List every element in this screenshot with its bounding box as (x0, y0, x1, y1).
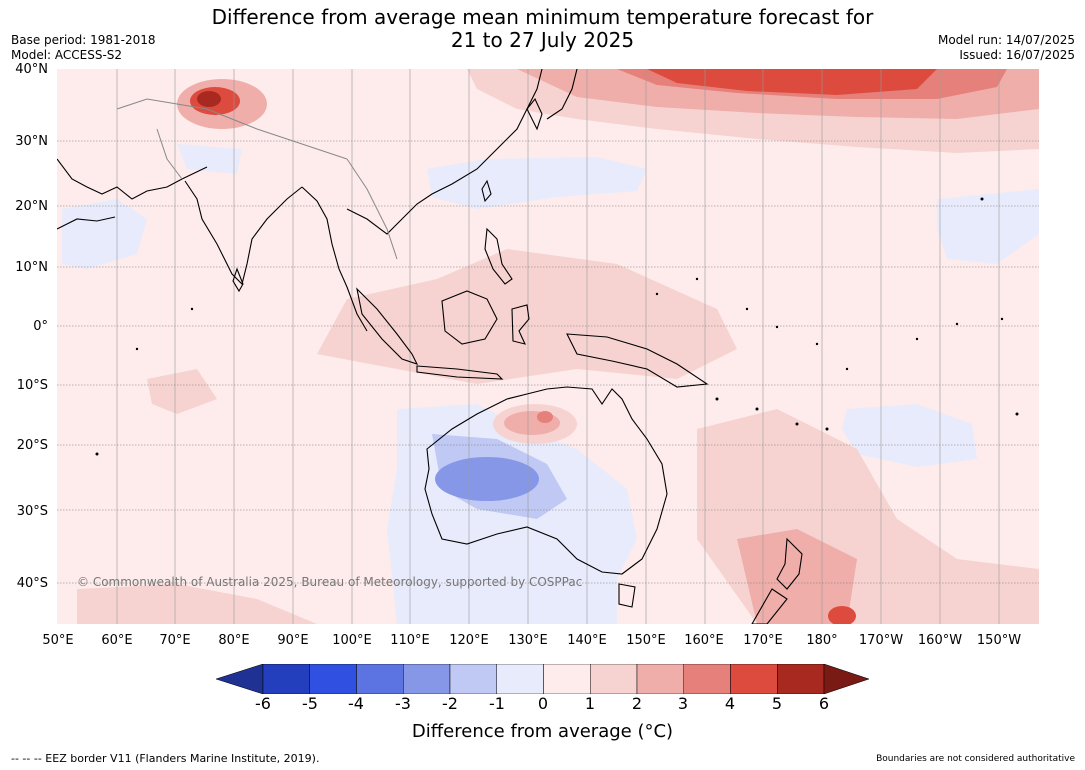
colorbar-swatch (403, 664, 451, 694)
lon-label-140e: 140°E (567, 633, 607, 648)
model-name: Model: ACCESS-S2 (11, 48, 123, 62)
graticule (116, 69, 1000, 624)
colorbar-swatch (449, 664, 497, 694)
lat-label-10n: 10°N (15, 260, 48, 275)
anomaly-cool-central-pacific (937, 189, 1039, 264)
lat-label-0: 0° (33, 319, 48, 334)
lon-label-70e: 70°E (159, 633, 191, 648)
lon-label-60e: 60°E (101, 633, 133, 648)
lon-label-50e: 50°E (42, 633, 74, 648)
lon-label-160e: 160°E (684, 633, 724, 648)
lon-label-100e: 100°E (332, 633, 372, 648)
map-title-line1: Difference from average mean minimum tem… (211, 5, 874, 29)
colorbar (216, 664, 870, 694)
colorbar-swatch (309, 664, 357, 694)
colorbar-tick-neg4: -4 (348, 694, 364, 713)
colorbar-tick-neg6: -6 (255, 694, 271, 713)
colorbar-tick-1: 1 (584, 694, 596, 713)
lat-label-20n: 20°N (15, 199, 48, 214)
lon-label-130e: 130°E (508, 633, 548, 648)
colorbar-swatch (590, 664, 638, 694)
lat-label-20s: 20°S (16, 438, 48, 453)
map-title-line2: 21 to 27 July 2025 (450, 28, 635, 52)
colorbar-swatch (262, 664, 310, 694)
lat-label-30n: 30°N (15, 134, 48, 149)
base-period: Base period: 1981-2018 (11, 33, 156, 47)
colorbar-swatch (636, 664, 684, 694)
lat-label-10s: 10°S (16, 378, 48, 393)
colorbar-tick-5: 5 (771, 694, 783, 713)
colorbar-swatch (543, 664, 591, 694)
anomaly-australia-coolest (435, 457, 539, 501)
pacific-islands (95, 197, 1019, 456)
colorbar-tick-4: 4 (724, 694, 736, 713)
boundaries-note: Boundaries are not considered authoritat… (876, 754, 1075, 764)
anomaly-north-hottest (647, 69, 937, 95)
colorbar-swatch (356, 664, 404, 694)
anomaly-kimberley-hot (537, 411, 553, 423)
colorbar-tick-3: 3 (677, 694, 689, 713)
colorbar-tick-neg2: -2 (442, 694, 458, 713)
anomaly-cool-arabian (62, 199, 147, 269)
anomaly-cool-south-pacific (842, 404, 977, 467)
issued-date: Issued: 16/07/2025 (959, 48, 1075, 62)
coastlines (57, 69, 803, 624)
colorbar-tick-0: 0 (537, 694, 549, 713)
anomaly-nz-hot (828, 606, 856, 624)
anomaly-tibet-hottest (197, 91, 221, 107)
colorbar-swatch (730, 664, 778, 694)
colorbar-tick-neg5: -5 (302, 694, 318, 713)
anomaly-southern-ocean-warm (77, 584, 317, 624)
colorbar-arrow-low (216, 664, 264, 694)
eez-border-note: -- -- -- EEZ border V11 (Flanders Marine… (11, 752, 320, 765)
colorbar-swatch (496, 664, 544, 694)
lon-label-80e: 80°E (218, 633, 250, 648)
anomaly-maritime-warm (317, 249, 737, 384)
lon-label-160w: 160°W (917, 633, 963, 648)
lon-label-110e: 110°E (390, 633, 430, 648)
country-borders (116, 98, 398, 260)
colorbar-swatch (683, 664, 731, 694)
colorbar-arrow-high (823, 664, 870, 694)
colorbar-tick-neg1: -1 (489, 694, 505, 713)
temperature-anomaly-map: © Commonwealth of Australia 2025, Bureau… (57, 69, 1039, 624)
lon-label-180: 180° (806, 633, 838, 648)
colorbar-label: Difference from average (°C) (411, 721, 674, 742)
anomaly-indian-warm (147, 369, 217, 414)
lon-label-170e: 170°E (743, 633, 783, 648)
lat-label-30s: 30°S (16, 504, 48, 519)
anomaly-cool-pacific-north (427, 157, 647, 209)
copyright-notice: © Commonwealth of Australia 2025, Bureau… (77, 575, 582, 589)
lon-label-120e: 120°E (449, 633, 489, 648)
anomaly-cool-india (177, 144, 242, 174)
lon-label-170w: 170°W (858, 633, 904, 648)
lon-label-150w: 150°W (976, 633, 1022, 648)
lon-label-90e: 90°E (277, 633, 309, 648)
lat-label-40s: 40°S (16, 576, 48, 591)
lon-label-150e: 150°E (626, 633, 666, 648)
colorbar-swatch (777, 664, 825, 694)
colorbar-tick-6: 6 (818, 694, 830, 713)
model-run: Model run: 14/07/2025 (937, 33, 1075, 47)
colorbar-tick-neg3: -3 (395, 694, 411, 713)
lat-label-40n: 40°N (15, 62, 48, 77)
colorbar-tick-2: 2 (631, 694, 643, 713)
